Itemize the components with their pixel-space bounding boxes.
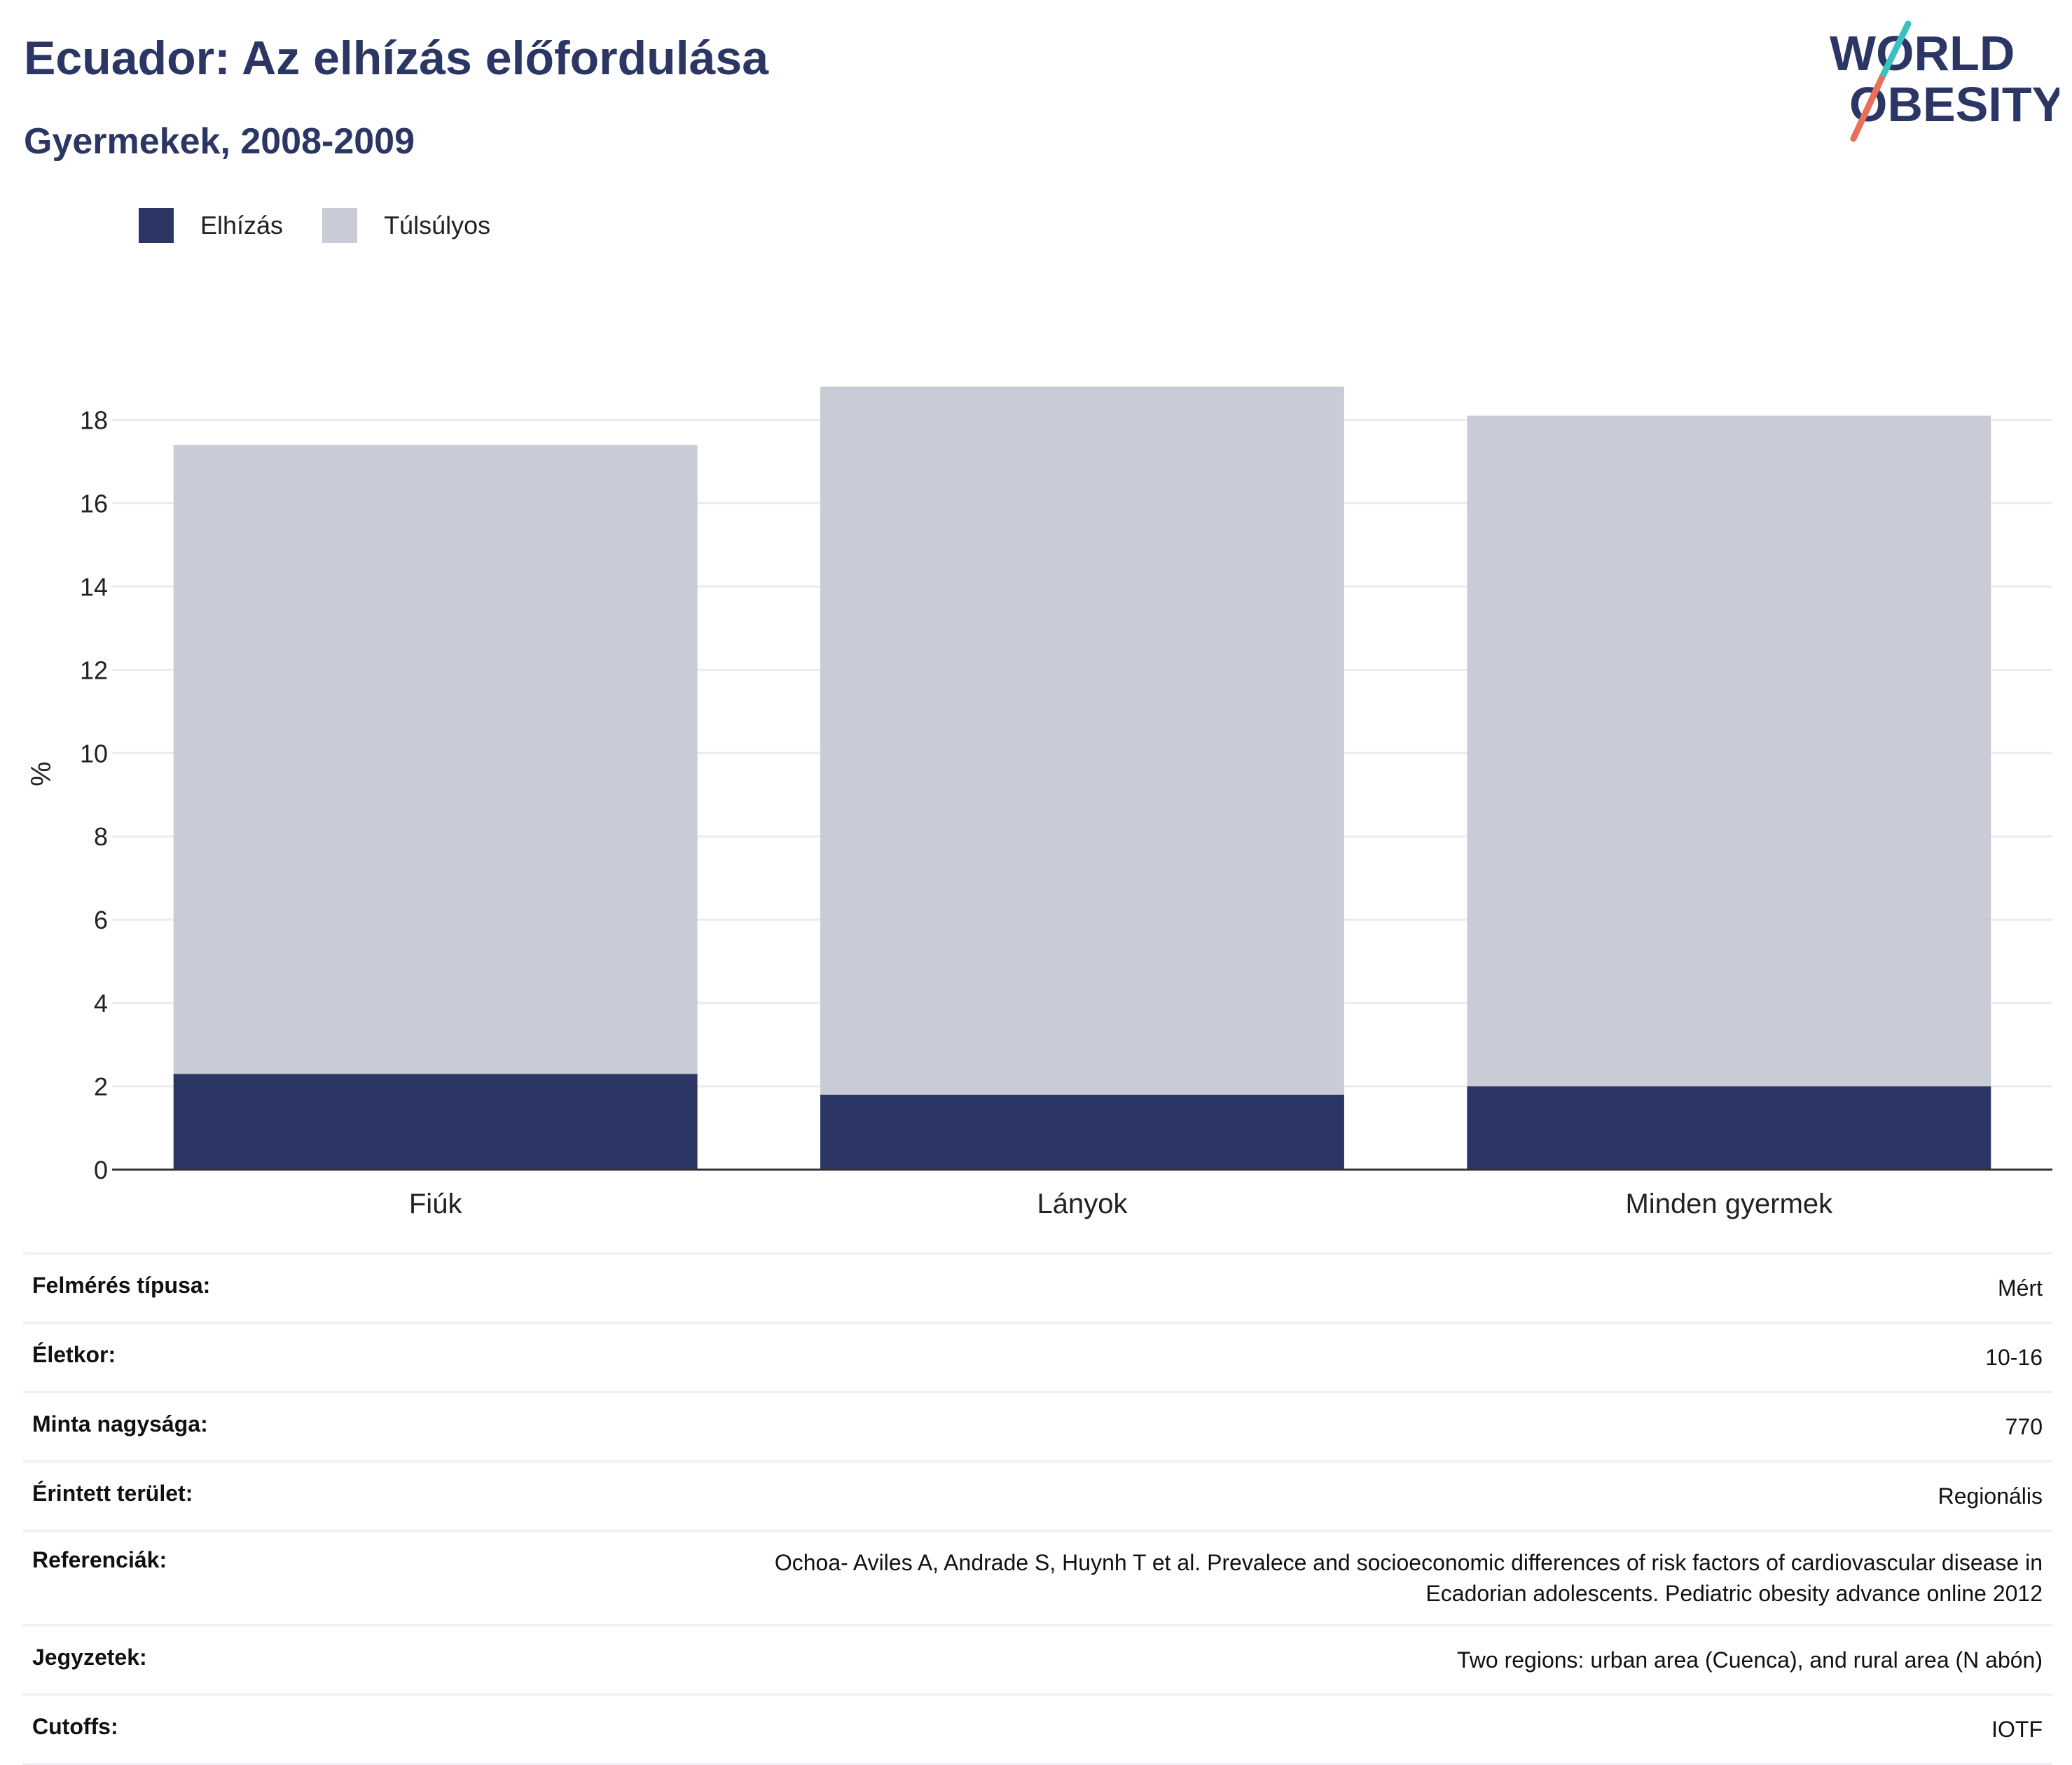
y-tick-label: 10 [80,739,108,768]
legend-label-obese: Elhízás [200,211,284,240]
bar-overweight-2 [1467,415,1991,1087]
info-row-age: Életkor: 10-16 [22,1322,2052,1393]
info-value: 10-16 [322,1322,2052,1393]
info-value-line-2: Ecadorian adolescents. Pediatric obesity… [1425,1581,2043,1606]
info-value-line-1: Ochoa- Aviles A, Andrade S, Huynh T et a… [774,1550,2043,1575]
x-tick-label: Fiúk [409,1189,463,1219]
y-tick-label: 6 [94,906,108,934]
legend-swatch-overweight [322,208,358,243]
info-row-area: Érintett terület: Regionális [22,1460,2052,1532]
legend-item-obese[interactable]: Elhízás [139,208,283,243]
info-key: Minta nagysága: [22,1391,322,1462]
chart-title: Ecuador: Az elhízás előfordulása [24,32,769,85]
info-key: Felmérés típusa: [22,1252,322,1324]
logo-text-obesity: OBESITY [1849,77,2059,132]
y-tick-label: 8 [94,822,108,851]
info-value: Two regions: urban area (Cuenca), and ru… [322,1624,2052,1696]
info-key: Jegyzetek: [22,1624,322,1696]
x-tick-label: Lányok [1037,1189,1128,1219]
info-key: Életkor: [22,1322,322,1393]
info-row-sample-size: Minta nagysága: 770 [22,1391,2052,1462]
info-row-survey-type: Felmérés típusa: Mért [22,1252,2052,1324]
legend-swatch-obese [139,208,174,243]
y-tick-label: 12 [80,656,108,684]
y-tick-label: 4 [94,989,108,1018]
info-key: Érintett terület: [22,1460,322,1532]
info-key: Referenciák: [22,1530,322,1626]
y-tick-label: 2 [94,1072,108,1101]
x-tick-label: Minden gyermek [1625,1189,1833,1219]
y-tick-label: 0 [94,1156,108,1184]
info-value: 770 [322,1391,2052,1462]
y-tick-label: 14 [80,572,108,601]
bar-chart: 0 2 4 6 8 10 12 14 16 18% Fiúk Lányok Minden gyermek [26,386,2052,1219]
logo-text-world: WORLD [1830,26,2015,81]
legend-label-overweight: Túlsúlyos [384,211,491,240]
bar-obese-2 [1467,1086,1991,1170]
chart-legend: Elhízás Túlsúlyos [139,207,530,244]
info-value: Regionális [322,1460,2052,1532]
bar-obese-1 [820,1094,1344,1170]
info-row-notes: Jegyzetek: Two regions: urban area (Cuen… [22,1624,2052,1696]
chart-subtitle: Gyermekek, 2008-2009 [24,121,415,162]
y-tick-label: 16 [80,489,108,518]
logo-slash-bottom [1850,75,1885,142]
y-tick-label: 18 [80,406,108,434]
world-obesity-logo: WORLD OBESITY [1830,20,2059,142]
legend-item-overweight[interactable]: Túlsúlyos [322,208,490,243]
info-table: Felmérés típusa: Mért Életkor: 10-16 Min… [22,1252,2052,1765]
logo-slash-top [1878,20,1912,82]
y-axis-label: % [26,761,57,787]
info-value: Mért [322,1252,2052,1324]
info-row-cutoffs: Cutoffs: IOTF [22,1694,2052,1765]
info-value: Ochoa- Aviles A, Andrade S, Huynh T et a… [322,1530,2052,1626]
info-value: IOTF [322,1694,2052,1765]
info-key: Cutoffs: [22,1694,322,1765]
info-row-references: Referenciák: Ochoa- Aviles A, Andrade S,… [22,1530,2052,1626]
bar-overweight-0 [173,445,698,1074]
bar-obese-0 [173,1074,698,1170]
bar-overweight-1 [820,386,1344,1095]
